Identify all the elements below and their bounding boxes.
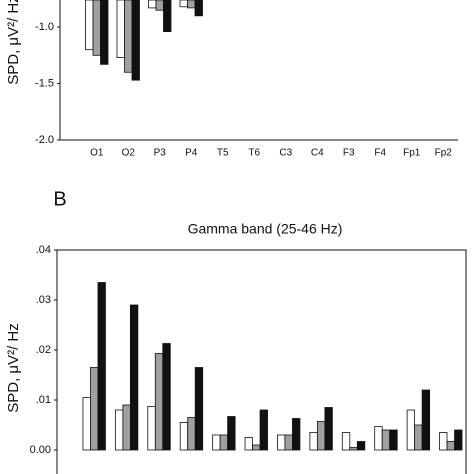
bar xyxy=(389,429,398,451)
bar xyxy=(292,418,301,451)
bar xyxy=(277,434,286,451)
bar xyxy=(252,444,261,451)
bar xyxy=(147,406,156,451)
bar xyxy=(227,416,236,451)
bar xyxy=(454,429,463,451)
axis-frame xyxy=(56,249,467,474)
bar xyxy=(446,441,455,451)
bar xyxy=(90,367,99,451)
bar xyxy=(154,353,164,451)
bar xyxy=(439,432,448,451)
y-axis-label: SPD, μV²/ Hz xyxy=(5,323,22,413)
bar xyxy=(131,0,140,81)
y-tick-label: .01 xyxy=(36,394,51,406)
bar xyxy=(284,434,293,451)
bar xyxy=(349,447,358,451)
bar xyxy=(92,0,101,56)
bar xyxy=(381,429,391,451)
x-tick-label: F3 xyxy=(343,148,355,159)
x-tick-label: C3 xyxy=(279,148,292,159)
bar xyxy=(414,424,423,451)
plot xyxy=(85,0,203,81)
bar xyxy=(187,417,196,451)
bar xyxy=(194,367,204,451)
y-tick-label: -1.0 xyxy=(35,21,54,33)
bar xyxy=(100,0,109,65)
y-tick-label: -2.0 xyxy=(35,134,54,146)
panel-label: B xyxy=(53,188,66,210)
bar xyxy=(148,0,157,9)
axis-frame xyxy=(59,0,458,141)
x-tick-label: Fp1 xyxy=(403,148,421,159)
y-tick-label: .02 xyxy=(36,344,51,356)
bar xyxy=(219,434,229,451)
bar xyxy=(187,0,196,9)
y-tick-label: 0.00 xyxy=(30,444,51,456)
x-tick-label: C4 xyxy=(311,148,324,159)
bar xyxy=(85,0,94,51)
bar xyxy=(122,404,131,451)
bar xyxy=(356,441,366,451)
chart-title: Gamma band (25-46 Hz) xyxy=(188,221,343,237)
x-tick-label: P4 xyxy=(185,148,198,159)
bar xyxy=(163,0,172,33)
bar xyxy=(406,409,416,451)
bar xyxy=(259,409,268,451)
bar xyxy=(124,0,133,73)
bar xyxy=(97,282,106,451)
bar xyxy=(162,343,171,451)
x-tick-label: Fp2 xyxy=(435,148,453,159)
x-tick-label: O1 xyxy=(90,148,104,159)
y-tick-label: .04 xyxy=(36,244,51,256)
x-tick-label: T5 xyxy=(217,148,229,159)
bar xyxy=(374,426,383,451)
x-tick-label: F4 xyxy=(374,148,386,159)
x-tick-label: O2 xyxy=(122,148,136,159)
bar xyxy=(316,421,326,451)
y-axis-label: SPD, μV²/ Hz xyxy=(5,0,22,85)
bar xyxy=(179,0,188,8)
bar xyxy=(129,304,139,451)
y-tick-label: -1.5 xyxy=(35,77,54,89)
bar xyxy=(421,389,431,451)
x-tick-label: P3 xyxy=(154,148,167,159)
bar xyxy=(212,434,221,451)
bar xyxy=(116,0,125,58)
x-tick-label: T6 xyxy=(248,148,260,159)
plot xyxy=(82,282,463,451)
bar xyxy=(309,432,318,451)
bar xyxy=(155,0,164,11)
bar xyxy=(341,432,351,451)
bar xyxy=(82,397,91,451)
bar xyxy=(179,422,189,451)
bar xyxy=(194,0,203,17)
y-tick-label: .03 xyxy=(36,294,51,306)
bar xyxy=(244,437,253,451)
bar xyxy=(324,407,333,451)
bar xyxy=(114,409,124,451)
